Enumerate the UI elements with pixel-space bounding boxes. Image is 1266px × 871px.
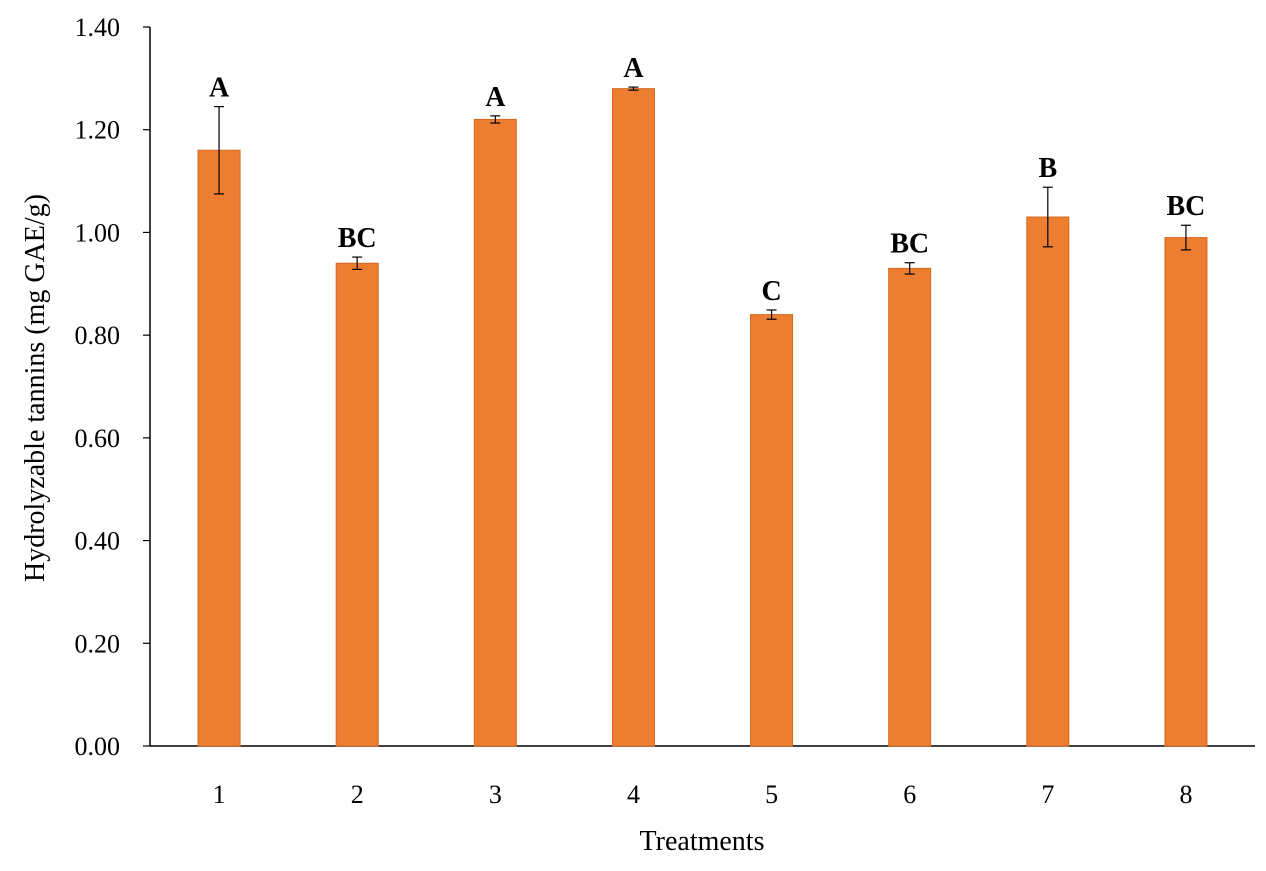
x-axis: 1 2 3 4 5 6 7 8 xyxy=(150,745,1255,809)
y-tick-label: 0.20 xyxy=(75,629,121,658)
bar xyxy=(335,262,379,747)
bar xyxy=(888,267,932,747)
significance-label: A xyxy=(485,82,506,113)
x-tick-label: 3 xyxy=(489,780,502,809)
error-bar xyxy=(1180,224,1191,251)
y-tick-label: 0.60 xyxy=(75,424,121,453)
significance-label: A xyxy=(209,73,230,104)
bar xyxy=(750,314,794,747)
significance-label: BC xyxy=(338,223,377,254)
error-bar xyxy=(352,256,363,271)
significance-label: C xyxy=(761,276,781,307)
significance-label: BC xyxy=(1166,191,1205,222)
x-tick-label: 6 xyxy=(903,780,916,809)
bar xyxy=(197,149,241,747)
bar xyxy=(1026,216,1070,747)
error-bar xyxy=(904,262,915,275)
y-tick-label: 0.40 xyxy=(75,527,121,556)
x-tick-label: 2 xyxy=(351,780,364,809)
x-tick-label: 8 xyxy=(1179,780,1192,809)
error-bars xyxy=(214,86,1191,320)
y-axis: 0.00 0.20 0.40 0.60 0.80 1.00 1.20 1.40 xyxy=(75,13,151,761)
y-tick-label: 0.00 xyxy=(75,732,121,761)
y-tick-label: 1.00 xyxy=(75,218,121,247)
x-tick-label: 7 xyxy=(1041,780,1054,809)
y-tick-label: 1.40 xyxy=(75,13,121,42)
error-bar xyxy=(214,106,225,195)
significance-label: A xyxy=(623,53,644,84)
error-bar xyxy=(766,309,777,320)
bar xyxy=(1164,237,1208,747)
bars xyxy=(197,88,1208,747)
significance-labels: A BC A A C BC B BC xyxy=(209,53,1205,307)
y-axis-title: Hydrolyzable tannins (mg GAE/g) xyxy=(20,194,51,582)
error-bar xyxy=(1042,186,1053,248)
error-bar xyxy=(628,86,639,91)
significance-label: BC xyxy=(890,229,929,260)
y-tick-label: 0.80 xyxy=(75,321,121,350)
error-bar xyxy=(490,115,501,124)
y-tick-label: 1.20 xyxy=(75,116,121,145)
x-tick-label: 4 xyxy=(627,780,640,809)
significance-label: B xyxy=(1038,153,1057,184)
x-tick-label: 1 xyxy=(213,780,226,809)
x-axis-title: Treatments xyxy=(640,826,765,857)
x-tick-label: 5 xyxy=(765,780,778,809)
bar xyxy=(473,118,517,747)
bar xyxy=(611,88,655,747)
